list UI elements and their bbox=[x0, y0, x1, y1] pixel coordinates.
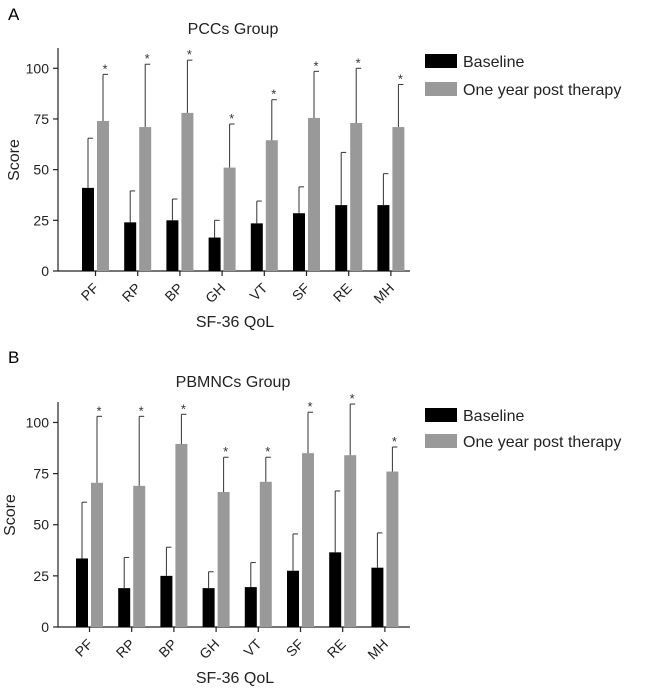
y-tick-label: 0 bbox=[41, 263, 49, 279]
significance-mark: * bbox=[139, 403, 144, 418]
y-axis-label: Score bbox=[2, 494, 19, 536]
bar-post-therapy bbox=[308, 117, 320, 271]
significance-mark: * bbox=[223, 444, 228, 459]
panel-letter: A bbox=[8, 5, 20, 24]
bar-baseline bbox=[293, 213, 305, 271]
legend-label: Baseline bbox=[463, 54, 524, 71]
x-tick-label: BP bbox=[155, 636, 180, 661]
y-tick-label: 0 bbox=[41, 619, 49, 635]
y-tick-label: 100 bbox=[26, 60, 50, 76]
chart-title: PBMNCs Group bbox=[176, 374, 291, 391]
bar-baseline bbox=[244, 587, 257, 627]
bar-post-therapy bbox=[259, 481, 272, 627]
bar-post-therapy bbox=[133, 485, 146, 627]
bar-baseline bbox=[329, 552, 342, 627]
x-tick-label: GH bbox=[202, 280, 228, 306]
bar-baseline bbox=[250, 223, 263, 271]
x-tick-label: RE bbox=[330, 280, 355, 305]
bar-post-therapy bbox=[139, 127, 152, 272]
x-tick-label: SF bbox=[289, 280, 313, 304]
significance-mark: * bbox=[313, 58, 318, 73]
bar-baseline bbox=[377, 205, 390, 271]
bar-baseline bbox=[124, 222, 137, 271]
x-tick-label: BP bbox=[161, 280, 186, 305]
bar-post-therapy bbox=[302, 453, 314, 627]
legend-swatch-post-therapy bbox=[425, 82, 457, 96]
significance-mark: * bbox=[229, 111, 234, 126]
x-tick-label: RE bbox=[324, 636, 349, 661]
x-tick-label: SF bbox=[283, 636, 307, 660]
bar-post-therapy bbox=[175, 443, 188, 627]
bar-baseline bbox=[160, 575, 173, 627]
significance-mark: * bbox=[398, 71, 403, 86]
significance-mark: * bbox=[96, 403, 101, 418]
x-tick-label: VT bbox=[246, 279, 270, 303]
bar-baseline bbox=[335, 205, 348, 271]
y-tick-label: 75 bbox=[33, 466, 49, 482]
x-tick-label: RP bbox=[113, 636, 138, 661]
legend-label: Baseline bbox=[463, 408, 524, 425]
significance-mark: * bbox=[307, 399, 312, 414]
legend-swatch-baseline bbox=[425, 54, 457, 68]
legend-label: One year post therapy bbox=[463, 82, 621, 99]
chart-title: PCCs Group bbox=[188, 21, 279, 38]
bar-post-therapy bbox=[181, 112, 194, 271]
y-tick-label: 50 bbox=[33, 517, 49, 533]
significance-mark: * bbox=[265, 444, 270, 459]
bar-baseline bbox=[202, 588, 215, 627]
bar-baseline bbox=[118, 588, 131, 627]
x-tick-label: MH bbox=[364, 636, 391, 663]
y-tick-label: 25 bbox=[33, 568, 49, 584]
bar-post-therapy bbox=[97, 120, 109, 272]
legend-swatch-post-therapy bbox=[425, 434, 457, 448]
bar-baseline bbox=[371, 567, 384, 627]
y-tick-label: 25 bbox=[33, 212, 49, 228]
x-tick-label: MH bbox=[370, 280, 397, 307]
legend-label: One year post therapy bbox=[463, 434, 621, 451]
x-tick-label: GH bbox=[196, 636, 222, 662]
bar-post-therapy bbox=[344, 455, 357, 627]
bar-post-therapy bbox=[392, 127, 405, 272]
x-tick-label: RP bbox=[119, 280, 144, 305]
bar-post-therapy bbox=[223, 167, 236, 271]
bar-post-therapy bbox=[386, 471, 399, 627]
significance-mark: * bbox=[187, 47, 192, 62]
significance-mark: * bbox=[350, 391, 355, 406]
panel-b: B PBMNCs Group 0 25 50 75 100 * PF * RP * BP * GH * VT * S… bbox=[2, 348, 621, 687]
bar-baseline bbox=[287, 570, 299, 627]
x-axis-label: SF-36 QoL bbox=[196, 314, 274, 331]
significance-mark: * bbox=[181, 401, 186, 416]
significance-mark: * bbox=[271, 87, 276, 102]
bar-baseline bbox=[82, 187, 94, 271]
y-tick-label: 100 bbox=[26, 414, 50, 430]
significance-mark: * bbox=[392, 434, 397, 449]
significance-mark: * bbox=[145, 51, 150, 66]
x-tick-label: VT bbox=[240, 635, 264, 659]
bar-post-therapy bbox=[265, 140, 278, 271]
significance-mark: * bbox=[356, 55, 361, 70]
x-tick-label: PF bbox=[72, 636, 96, 660]
bar-baseline bbox=[208, 237, 221, 271]
y-axis-label: Score bbox=[6, 139, 23, 181]
significance-mark: * bbox=[102, 61, 107, 76]
panel-letter: B bbox=[8, 348, 19, 367]
legend-swatch-baseline bbox=[425, 408, 457, 422]
bar-post-therapy bbox=[91, 482, 103, 627]
x-axis-label: SF-36 QoL bbox=[196, 670, 274, 687]
bar-baseline bbox=[76, 558, 88, 627]
y-tick-label: 75 bbox=[33, 111, 49, 127]
bar-post-therapy bbox=[350, 123, 363, 271]
panel-a: A PCCs Group 0 25 50 75 100 * PF * RP * BP * GH * VT * SF *… bbox=[6, 5, 621, 331]
x-tick-label: PF bbox=[78, 280, 102, 304]
y-tick-label: 50 bbox=[33, 162, 49, 178]
bar-baseline bbox=[166, 220, 179, 271]
bar-post-therapy bbox=[217, 492, 230, 627]
